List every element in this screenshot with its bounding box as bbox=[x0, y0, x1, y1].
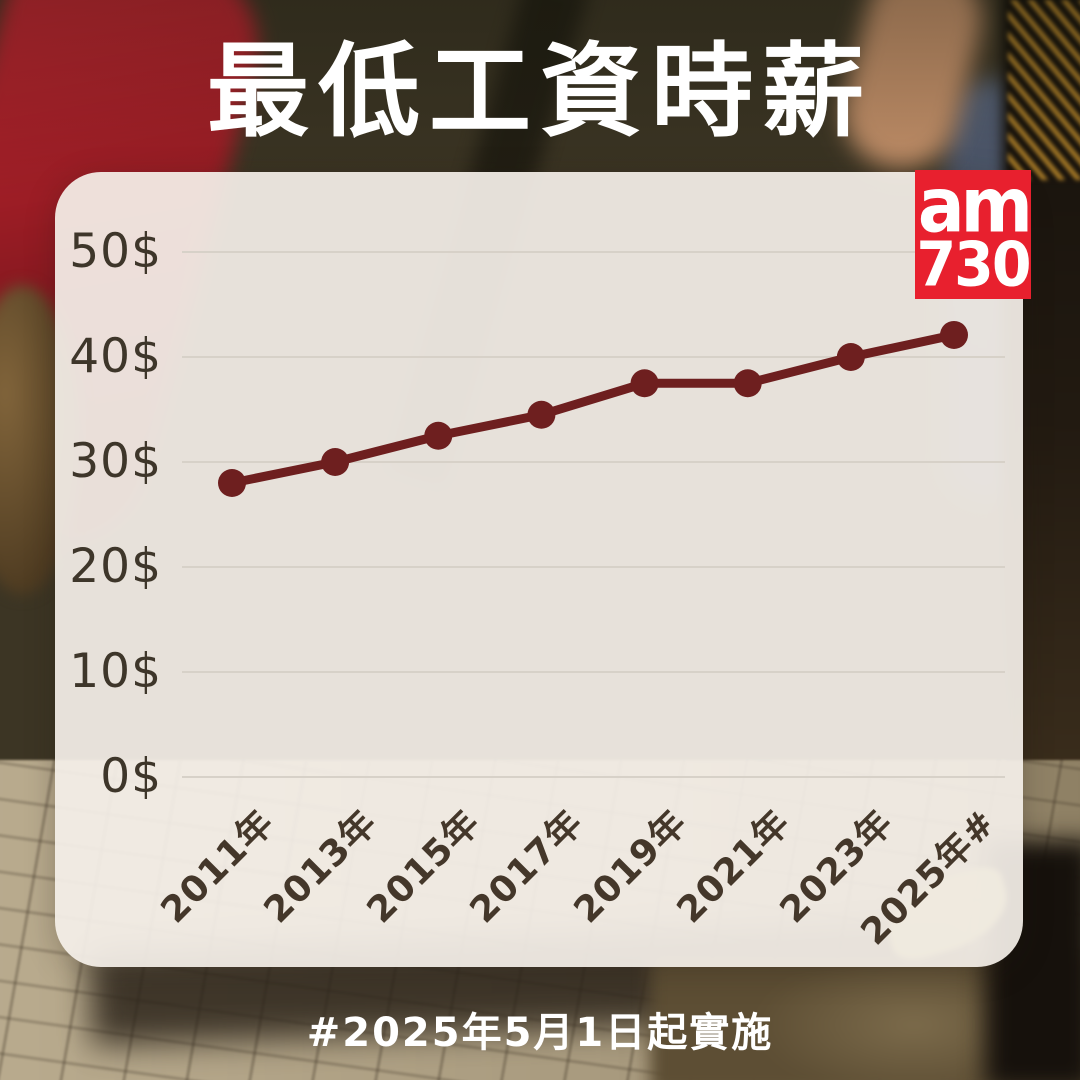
data-point bbox=[218, 469, 246, 497]
gridline bbox=[182, 356, 1005, 358]
gridline bbox=[182, 776, 1005, 778]
data-point bbox=[321, 448, 350, 476]
line-chart: 0$ 10$ 20$ 30$ 40$ 50$ 2011年 2013年 2015年 2017年 20… bbox=[55, 224, 1005, 953]
y-tick-label: 30$ bbox=[69, 434, 162, 489]
logo-text-am: am bbox=[917, 162, 1033, 251]
page-title: 最低工資時薪 bbox=[207, 33, 873, 152]
data-point bbox=[630, 369, 659, 398]
am730-logo: am 730 bbox=[915, 162, 1033, 301]
y-tick-label: 0$ bbox=[100, 749, 162, 804]
data-point bbox=[940, 320, 968, 349]
chart-card bbox=[55, 172, 1023, 967]
data-point bbox=[733, 369, 762, 398]
gridline bbox=[182, 461, 1005, 463]
gridline bbox=[182, 566, 1005, 568]
wage-trend-line bbox=[218, 320, 968, 497]
logo-text-730: 730 bbox=[916, 229, 1032, 301]
bg-shirt-pattern bbox=[1008, 0, 1080, 180]
y-tick-label: 20$ bbox=[69, 539, 162, 594]
gridline bbox=[182, 251, 1005, 253]
y-tick-label: 40$ bbox=[69, 329, 162, 384]
data-point bbox=[527, 400, 556, 429]
y-tick-label: 10$ bbox=[69, 644, 162, 699]
data-point bbox=[424, 421, 453, 450]
footnote: #2025年5月1日起實施 bbox=[306, 1010, 774, 1056]
gridline bbox=[182, 671, 1005, 673]
trend-line bbox=[227, 330, 959, 488]
data-point bbox=[836, 343, 865, 371]
bg-top-dim bbox=[0, 0, 1080, 200]
y-tick-label: 50$ bbox=[69, 224, 162, 279]
